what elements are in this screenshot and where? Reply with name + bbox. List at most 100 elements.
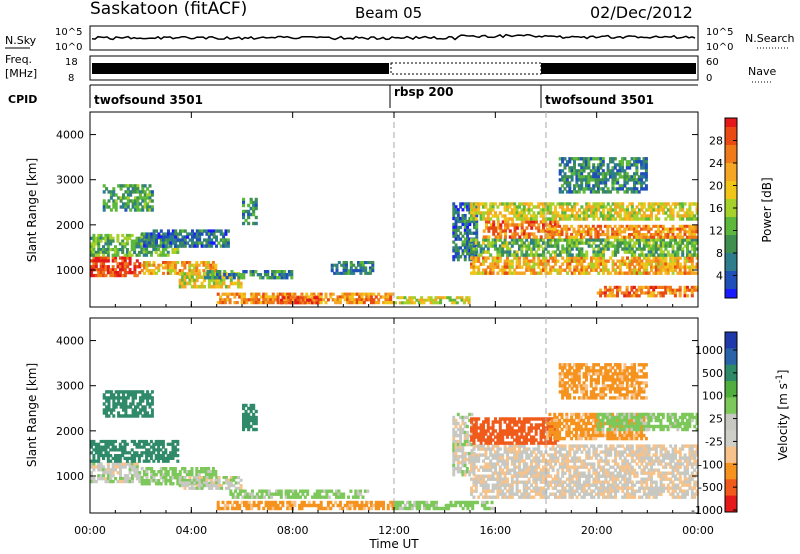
vel-cell bbox=[229, 489, 233, 493]
power-cell bbox=[468, 205, 472, 209]
power-cell bbox=[563, 166, 567, 170]
power-cell bbox=[683, 233, 687, 237]
power-cell bbox=[489, 262, 493, 266]
power-cell bbox=[582, 256, 586, 260]
power-cell bbox=[611, 208, 615, 212]
power-cell bbox=[673, 291, 677, 295]
power-cell bbox=[537, 262, 541, 266]
vel-cell bbox=[465, 436, 469, 441]
vel-cell bbox=[461, 418, 465, 423]
power-cell bbox=[597, 253, 601, 257]
power-cell bbox=[635, 187, 639, 191]
power-cell bbox=[561, 169, 565, 173]
power-cell bbox=[579, 233, 583, 237]
vel-cell bbox=[119, 479, 122, 484]
power-cell bbox=[206, 270, 210, 274]
power-cell bbox=[693, 241, 697, 245]
power-cell bbox=[470, 247, 473, 251]
power-cell bbox=[105, 187, 109, 191]
power-cell bbox=[590, 244, 593, 248]
power-cell bbox=[131, 271, 134, 275]
vel-cell bbox=[461, 442, 465, 447]
vel-cell bbox=[479, 447, 483, 451]
power-cell bbox=[422, 298, 426, 302]
power-cell bbox=[638, 202, 641, 206]
power-cell bbox=[690, 235, 694, 239]
power-cell bbox=[454, 222, 458, 227]
power-cell bbox=[482, 205, 485, 209]
power-cell bbox=[532, 211, 536, 215]
power-cell bbox=[133, 239, 137, 243]
power-cell bbox=[573, 214, 577, 218]
power-cell bbox=[456, 219, 460, 224]
vel-cell bbox=[92, 439, 96, 444]
power-cell bbox=[611, 250, 615, 254]
vel-cell bbox=[217, 486, 221, 490]
power-cell bbox=[659, 256, 663, 260]
vel-cell bbox=[121, 439, 125, 444]
power-cell bbox=[164, 266, 168, 270]
power-cell bbox=[590, 214, 593, 218]
power-cell bbox=[594, 169, 598, 173]
power-cell bbox=[522, 202, 526, 206]
vel-cell bbox=[131, 414, 135, 418]
power-cell bbox=[645, 268, 649, 272]
power-cell bbox=[126, 265, 130, 269]
vel-cell bbox=[515, 486, 519, 490]
power-cell bbox=[252, 292, 256, 296]
power-cell bbox=[255, 295, 258, 299]
vel-cell bbox=[193, 481, 197, 485]
vel-cell bbox=[486, 489, 490, 493]
power-cell bbox=[568, 259, 572, 263]
power-cell bbox=[590, 268, 593, 272]
power-cell bbox=[334, 298, 338, 302]
power-cell bbox=[118, 248, 122, 252]
power-cell bbox=[681, 241, 685, 245]
nsearch-label: N.Search bbox=[745, 32, 795, 45]
vel-cell bbox=[418, 500, 422, 505]
power-cell bbox=[587, 157, 591, 161]
vel-cell bbox=[366, 489, 370, 493]
power-cell bbox=[573, 217, 577, 221]
power-cell bbox=[468, 258, 472, 262]
vel-cell bbox=[313, 492, 317, 496]
power-cell bbox=[211, 273, 215, 277]
power-cell bbox=[482, 229, 486, 233]
power-cell bbox=[472, 265, 476, 269]
power-cell bbox=[210, 244, 214, 248]
power-cell bbox=[550, 227, 554, 231]
vel-cell bbox=[477, 468, 481, 472]
power-cell bbox=[645, 241, 649, 245]
power-cell bbox=[585, 160, 588, 164]
power-cell bbox=[616, 244, 620, 248]
vel-cell bbox=[353, 500, 357, 505]
vel-cell bbox=[226, 506, 230, 511]
power-cell bbox=[530, 265, 533, 269]
power-colorbar-swatch bbox=[725, 280, 737, 284]
power-cell bbox=[645, 256, 649, 260]
beam-label: Beam 05 bbox=[355, 4, 422, 22]
vel-cell bbox=[211, 470, 215, 474]
power-cell bbox=[565, 178, 569, 182]
vel-cell bbox=[107, 405, 111, 409]
power-cell bbox=[403, 301, 407, 305]
power-cell bbox=[474, 256, 478, 260]
vel-cell bbox=[171, 445, 175, 449]
vel-cell bbox=[221, 500, 225, 505]
power-cell bbox=[671, 230, 675, 234]
power-cell bbox=[263, 270, 267, 274]
vel-cell bbox=[255, 503, 258, 508]
power-cell bbox=[195, 263, 199, 267]
vel-cell bbox=[454, 433, 458, 438]
power-cell bbox=[589, 235, 593, 239]
power-cell bbox=[230, 270, 234, 274]
vel-cell bbox=[359, 489, 363, 493]
vel-cell bbox=[244, 421, 248, 426]
vel-cell bbox=[252, 412, 256, 417]
power-cell bbox=[602, 259, 605, 263]
power-cell bbox=[138, 196, 142, 200]
power-cell bbox=[611, 160, 615, 164]
vel-cell bbox=[252, 503, 256, 508]
power-colorbar-swatch bbox=[725, 265, 737, 269]
freq-band-c bbox=[541, 63, 696, 74]
